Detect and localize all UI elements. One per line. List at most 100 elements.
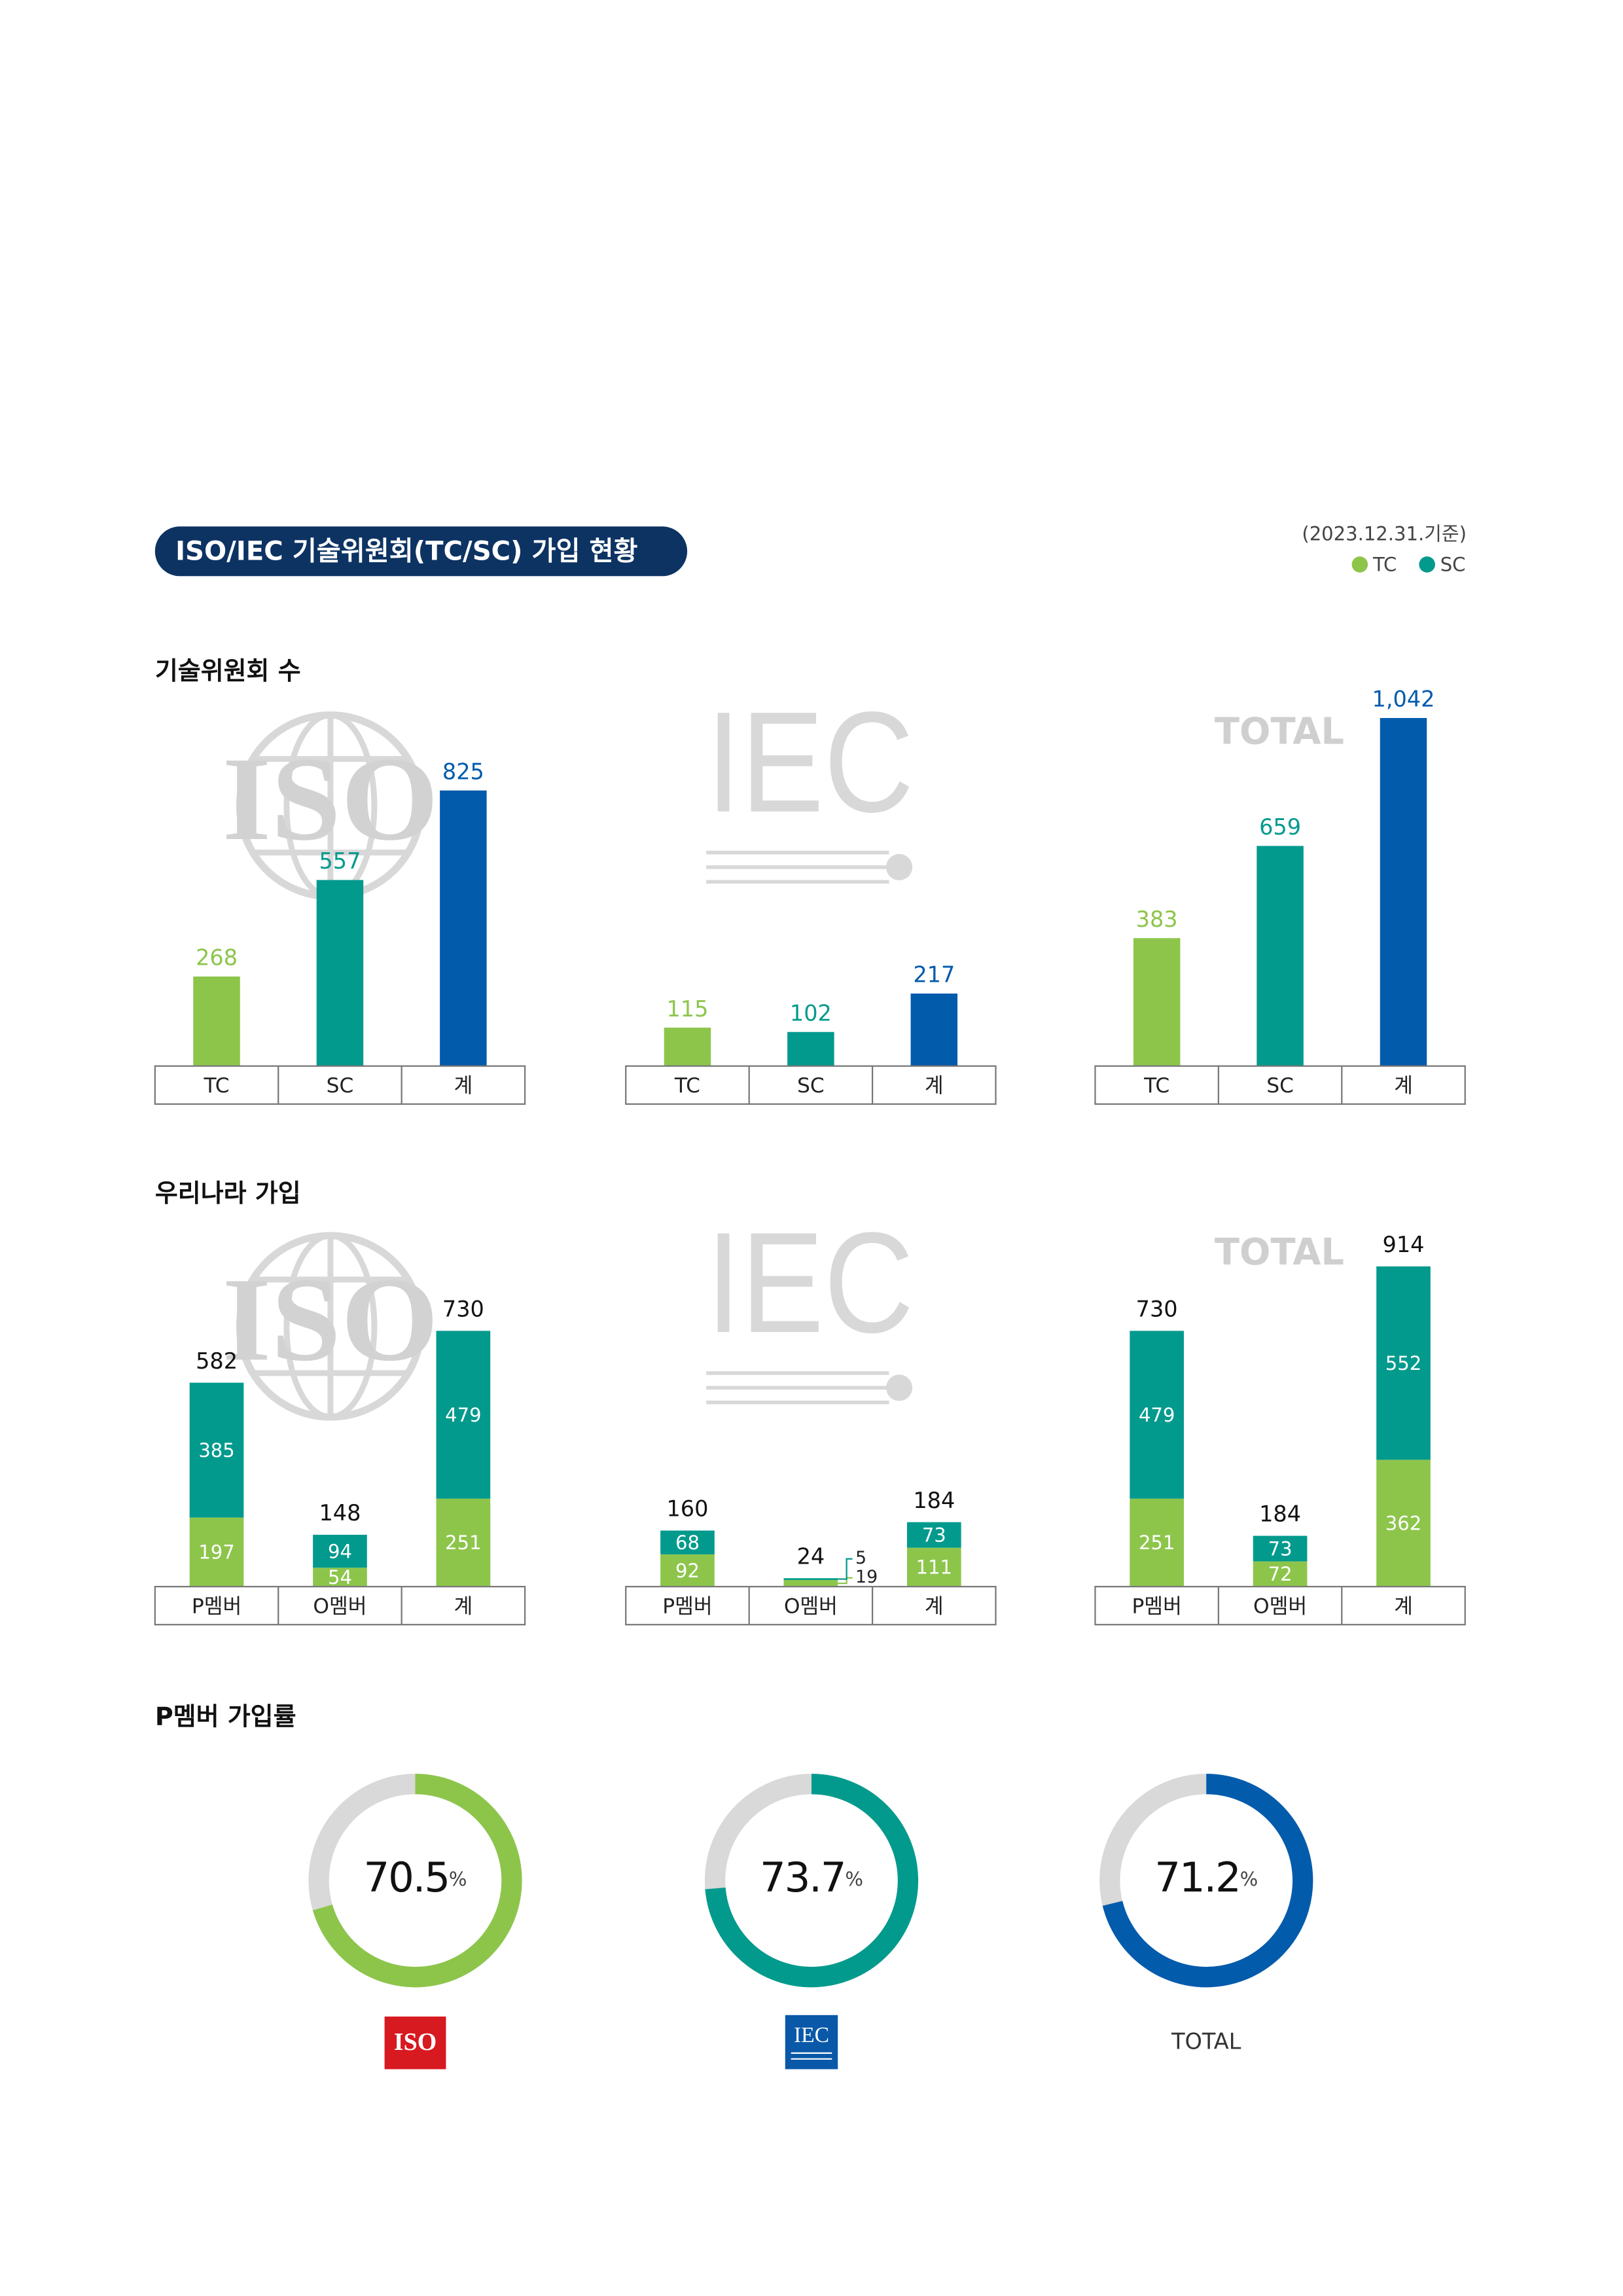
bar-segment [906,1522,961,1548]
value-label: 659 [1259,814,1301,840]
total-label: 914 [1383,1232,1425,1257]
segment-label: 479 [1139,1404,1175,1426]
category-label: SC [327,1074,354,1098]
leader-line [838,1558,853,1580]
donut-unit: % [1240,1868,1258,1890]
category-label: 계 [1394,1074,1413,1098]
badge-label: ISO [394,2028,437,2056]
bar-segment [1253,1561,1308,1587]
category-table [154,1586,526,1626]
segment-label: 72 [1268,1563,1293,1585]
segment-label: 54 [328,1566,352,1588]
donut-value: 73.7% [760,1854,863,1901]
watermark: TOTAL [1215,711,1344,753]
value-label: 102 [790,1000,832,1026]
total-label: 24 [797,1544,825,1570]
segment-label: 5 [855,1548,866,1568]
value-label: 1,042 [1372,687,1435,712]
category-table [625,1065,997,1105]
leader-line [838,1577,853,1585]
iec-badge [785,2015,838,2070]
bar-segment [783,1578,838,1580]
category-table [1094,1586,1466,1626]
category-label: O멤버 [313,1594,366,1618]
value-label: 825 [442,759,484,784]
segment-label: 362 [1385,1512,1421,1534]
bar [193,977,240,1066]
total-label: 730 [1136,1297,1178,1322]
section-title: P멤버 가입률 [155,1702,296,1731]
bar [1257,846,1304,1066]
segment-label: 552 [1385,1352,1421,1374]
legend-label: SC [1440,554,1466,576]
segment-label: 94 [328,1540,352,1562]
watermark: TOTAL [1215,1231,1344,1274]
category-label: P멤버 [662,1594,712,1618]
segment-label: 479 [445,1404,481,1426]
category-table [625,1586,997,1626]
watermark: IEC [706,1203,914,1363]
category-label: 계 [454,1594,473,1618]
donut-number: 73.7 [760,1854,845,1901]
title-pill [154,526,688,577]
donut-arc [1102,1774,1313,1988]
watermark-dot [885,853,913,881]
category-label: O멤버 [784,1594,838,1618]
donut-unit: % [845,1868,863,1890]
category-label: TC [203,1074,229,1098]
category-label: O멤버 [1253,1594,1307,1618]
section-title: 우리나라 가입 [155,1179,301,1208]
bar-segment [436,1498,491,1587]
bar-segment [1130,1331,1184,1499]
total-label: 184 [1259,1501,1301,1527]
watermark: ISO [223,732,439,865]
bar-segment [1253,1535,1308,1562]
bar-segment [313,1534,367,1568]
section-title: 기술위원회 수 [155,656,301,685]
value-label: 217 [913,962,955,988]
segment-label: 19 [855,1567,878,1587]
title: ISO/IEC 기술위원회(TC/SC) 가입 현황 [175,537,637,567]
category-label: P멤버 [1132,1594,1181,1618]
category-label: 계 [925,1074,944,1098]
bar-segment [1376,1266,1431,1460]
bar-segment [1376,1460,1431,1587]
bar [787,1031,834,1066]
segment-label: 251 [445,1532,481,1554]
donut-arc [312,1774,522,1988]
badge-label: IEC [794,2023,829,2047]
total-label: 582 [196,1348,238,1374]
bar-segment [906,1547,961,1587]
segment-label: 73 [1268,1537,1293,1560]
value-label: 268 [196,945,238,971]
segment-label: 197 [198,1541,234,1564]
value-label: 383 [1136,906,1178,932]
total-label: 148 [319,1500,361,1526]
donut-value: 71.2% [1154,1854,1258,1901]
segment-label: 73 [922,1524,946,1546]
donut-number: 71.2 [1154,1854,1240,1901]
value-label: 115 [666,996,708,1022]
category-label: TC [674,1074,700,1098]
bar-segment [660,1530,715,1554]
category-label: P멤버 [192,1594,241,1618]
category-table [1094,1065,1466,1105]
watermark-dot [885,1374,913,1401]
bar-segment [313,1568,367,1587]
category-label: 계 [1394,1594,1413,1618]
value-label: 557 [319,848,361,874]
bar-segment [660,1554,715,1587]
bar-segment [436,1331,491,1499]
bar-segment [189,1517,244,1587]
legend-dot [1419,556,1435,573]
donut-unit: % [449,1868,467,1890]
category-label: 계 [925,1594,944,1618]
bar [1380,718,1427,1066]
donut-caption: TOTAL [1171,2029,1241,2054]
segment-label: 111 [916,1556,952,1579]
iso-badge [384,2017,446,2070]
bar [910,994,958,1066]
category-label: SC [1266,1074,1294,1098]
total-label: 730 [442,1297,484,1322]
